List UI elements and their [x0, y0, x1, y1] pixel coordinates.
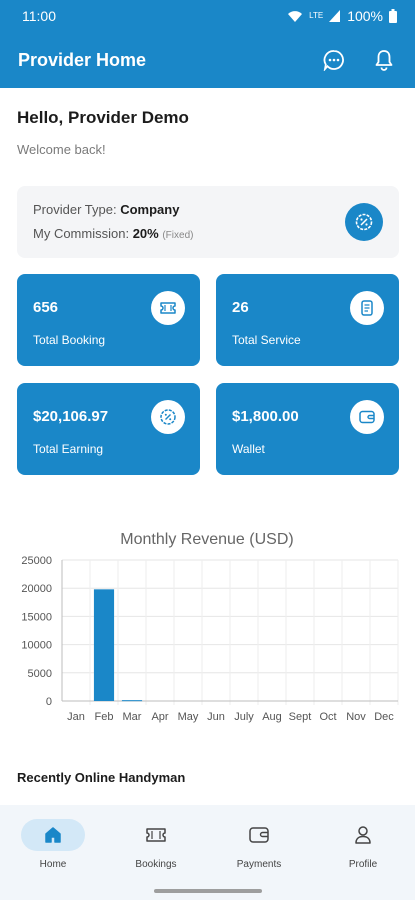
x-tick-label: Mar: [123, 711, 142, 723]
stat-label: Wallet: [232, 442, 265, 456]
provider-type-line: Provider Type: Company: [33, 202, 383, 217]
percent-badge-icon: [160, 409, 176, 425]
home-icon: [45, 827, 61, 843]
wifi-icon: [288, 10, 303, 22]
nav-label: Home: [39, 859, 67, 870]
battery-icon: [389, 9, 397, 23]
page-title: Provider Home: [18, 49, 147, 70]
y-tick-label: 25000: [21, 555, 52, 567]
x-tick-label: Aug: [262, 711, 282, 723]
greeting-subtitle: Welcome back!: [17, 142, 106, 157]
commission-label: My Commission:: [33, 226, 133, 241]
y-tick-label: 20000: [21, 583, 52, 595]
status-icons: LTE 100%: [287, 8, 397, 24]
stat-card-total-service[interactable]: 26 Total Service: [216, 274, 399, 366]
ticket-icon: [146, 828, 166, 842]
nav-label: Bookings: [135, 859, 177, 870]
nav-home[interactable]: Home: [1, 819, 105, 879]
x-tick-label: Nov: [346, 711, 366, 723]
bottom-nav: Home Bookings Payments Profile: [0, 805, 415, 900]
document-icon: [361, 300, 373, 316]
stat-card-wallet[interactable]: $1,800.00 Wallet: [216, 383, 399, 475]
lte-icon: LTE: [309, 11, 324, 20]
commission-value: 20%: [132, 226, 159, 241]
y-tick-label: 0: [46, 696, 52, 708]
commission-line: My Commission: 20% (Fixed): [33, 226, 383, 241]
stat-value: $1,800.00: [232, 408, 299, 425]
monthly-revenue-chart: Monthly Revenue (USD) 0 5000 10000 15000 200…: [0, 520, 415, 730]
provider-badge: [345, 203, 383, 241]
stat-value: $20,106.97: [33, 408, 109, 425]
nav-profile[interactable]: Profile: [311, 819, 415, 879]
stat-label: Total Service: [232, 333, 301, 347]
x-tick-label: Sept: [289, 711, 312, 723]
stat-label: Total Booking: [33, 333, 106, 347]
nav-payments[interactable]: Payments: [207, 819, 311, 879]
recent-handyman-title: Recently Online Handyman: [17, 770, 186, 785]
status-bar: 11:00 LTE 100%: [0, 0, 415, 32]
y-tick-label: 10000: [21, 640, 52, 652]
provider-type-value: Company: [120, 202, 180, 217]
stat-value: 26: [232, 299, 249, 316]
x-tick-label: Feb: [95, 711, 114, 723]
x-tick-label: Jun: [207, 711, 225, 723]
nav-label: Profile: [348, 859, 378, 870]
y-tick-label: 5000: [28, 668, 52, 680]
stat-value: 656: [33, 299, 59, 316]
person-icon: [355, 826, 371, 844]
battery-percent: 100%: [347, 8, 383, 24]
chart-svg: Monthly Revenue (USD) 0 5000 10000 15000 200…: [21, 531, 399, 723]
wallet-icon: [249, 827, 269, 843]
chat-button[interactable]: [321, 47, 347, 73]
percent-badge-icon: [355, 213, 373, 231]
stat-label: Total Earning: [33, 442, 104, 456]
greeting-title: Hello, Provider Demo: [17, 108, 189, 127]
wallet-icon: [359, 410, 375, 424]
x-tick-label: May: [178, 711, 199, 723]
x-tick-label: July: [234, 711, 254, 723]
provider-type-label: Provider Type:: [33, 202, 121, 217]
nav-label: Payments: [236, 859, 282, 870]
x-tick-label: Jan: [67, 711, 85, 723]
app-bar: Provider Home: [0, 32, 415, 88]
x-tick-label: Dec: [374, 711, 394, 723]
commission-note: (Fixed): [162, 230, 194, 241]
x-tick-label: Oct: [319, 711, 336, 723]
bell-icon: [375, 50, 393, 71]
provider-info-card: Provider Type: Company My Commission: 20…: [17, 186, 399, 258]
signal-icon: [329, 10, 341, 22]
x-tick-label: Apr: [151, 711, 168, 723]
status-time: 11:00: [22, 8, 56, 24]
notifications-button[interactable]: [371, 47, 397, 73]
stat-card-total-booking[interactable]: 656 Total Booking: [17, 274, 200, 366]
ticket-icon: [160, 302, 176, 314]
home-indicator: [154, 889, 262, 893]
y-tick-label: 15000: [21, 611, 52, 623]
bar-mar: [121, 700, 143, 702]
chart-title: Monthly Revenue (USD): [120, 531, 293, 548]
nav-bookings[interactable]: Bookings: [104, 819, 208, 879]
greeting: Hello, Provider Demo Welcome back!: [17, 108, 189, 157]
stat-card-total-earning[interactable]: $20,106.97 Total Earning: [17, 383, 200, 475]
chat-icon: [323, 50, 344, 71]
bar-feb: [93, 589, 115, 701]
